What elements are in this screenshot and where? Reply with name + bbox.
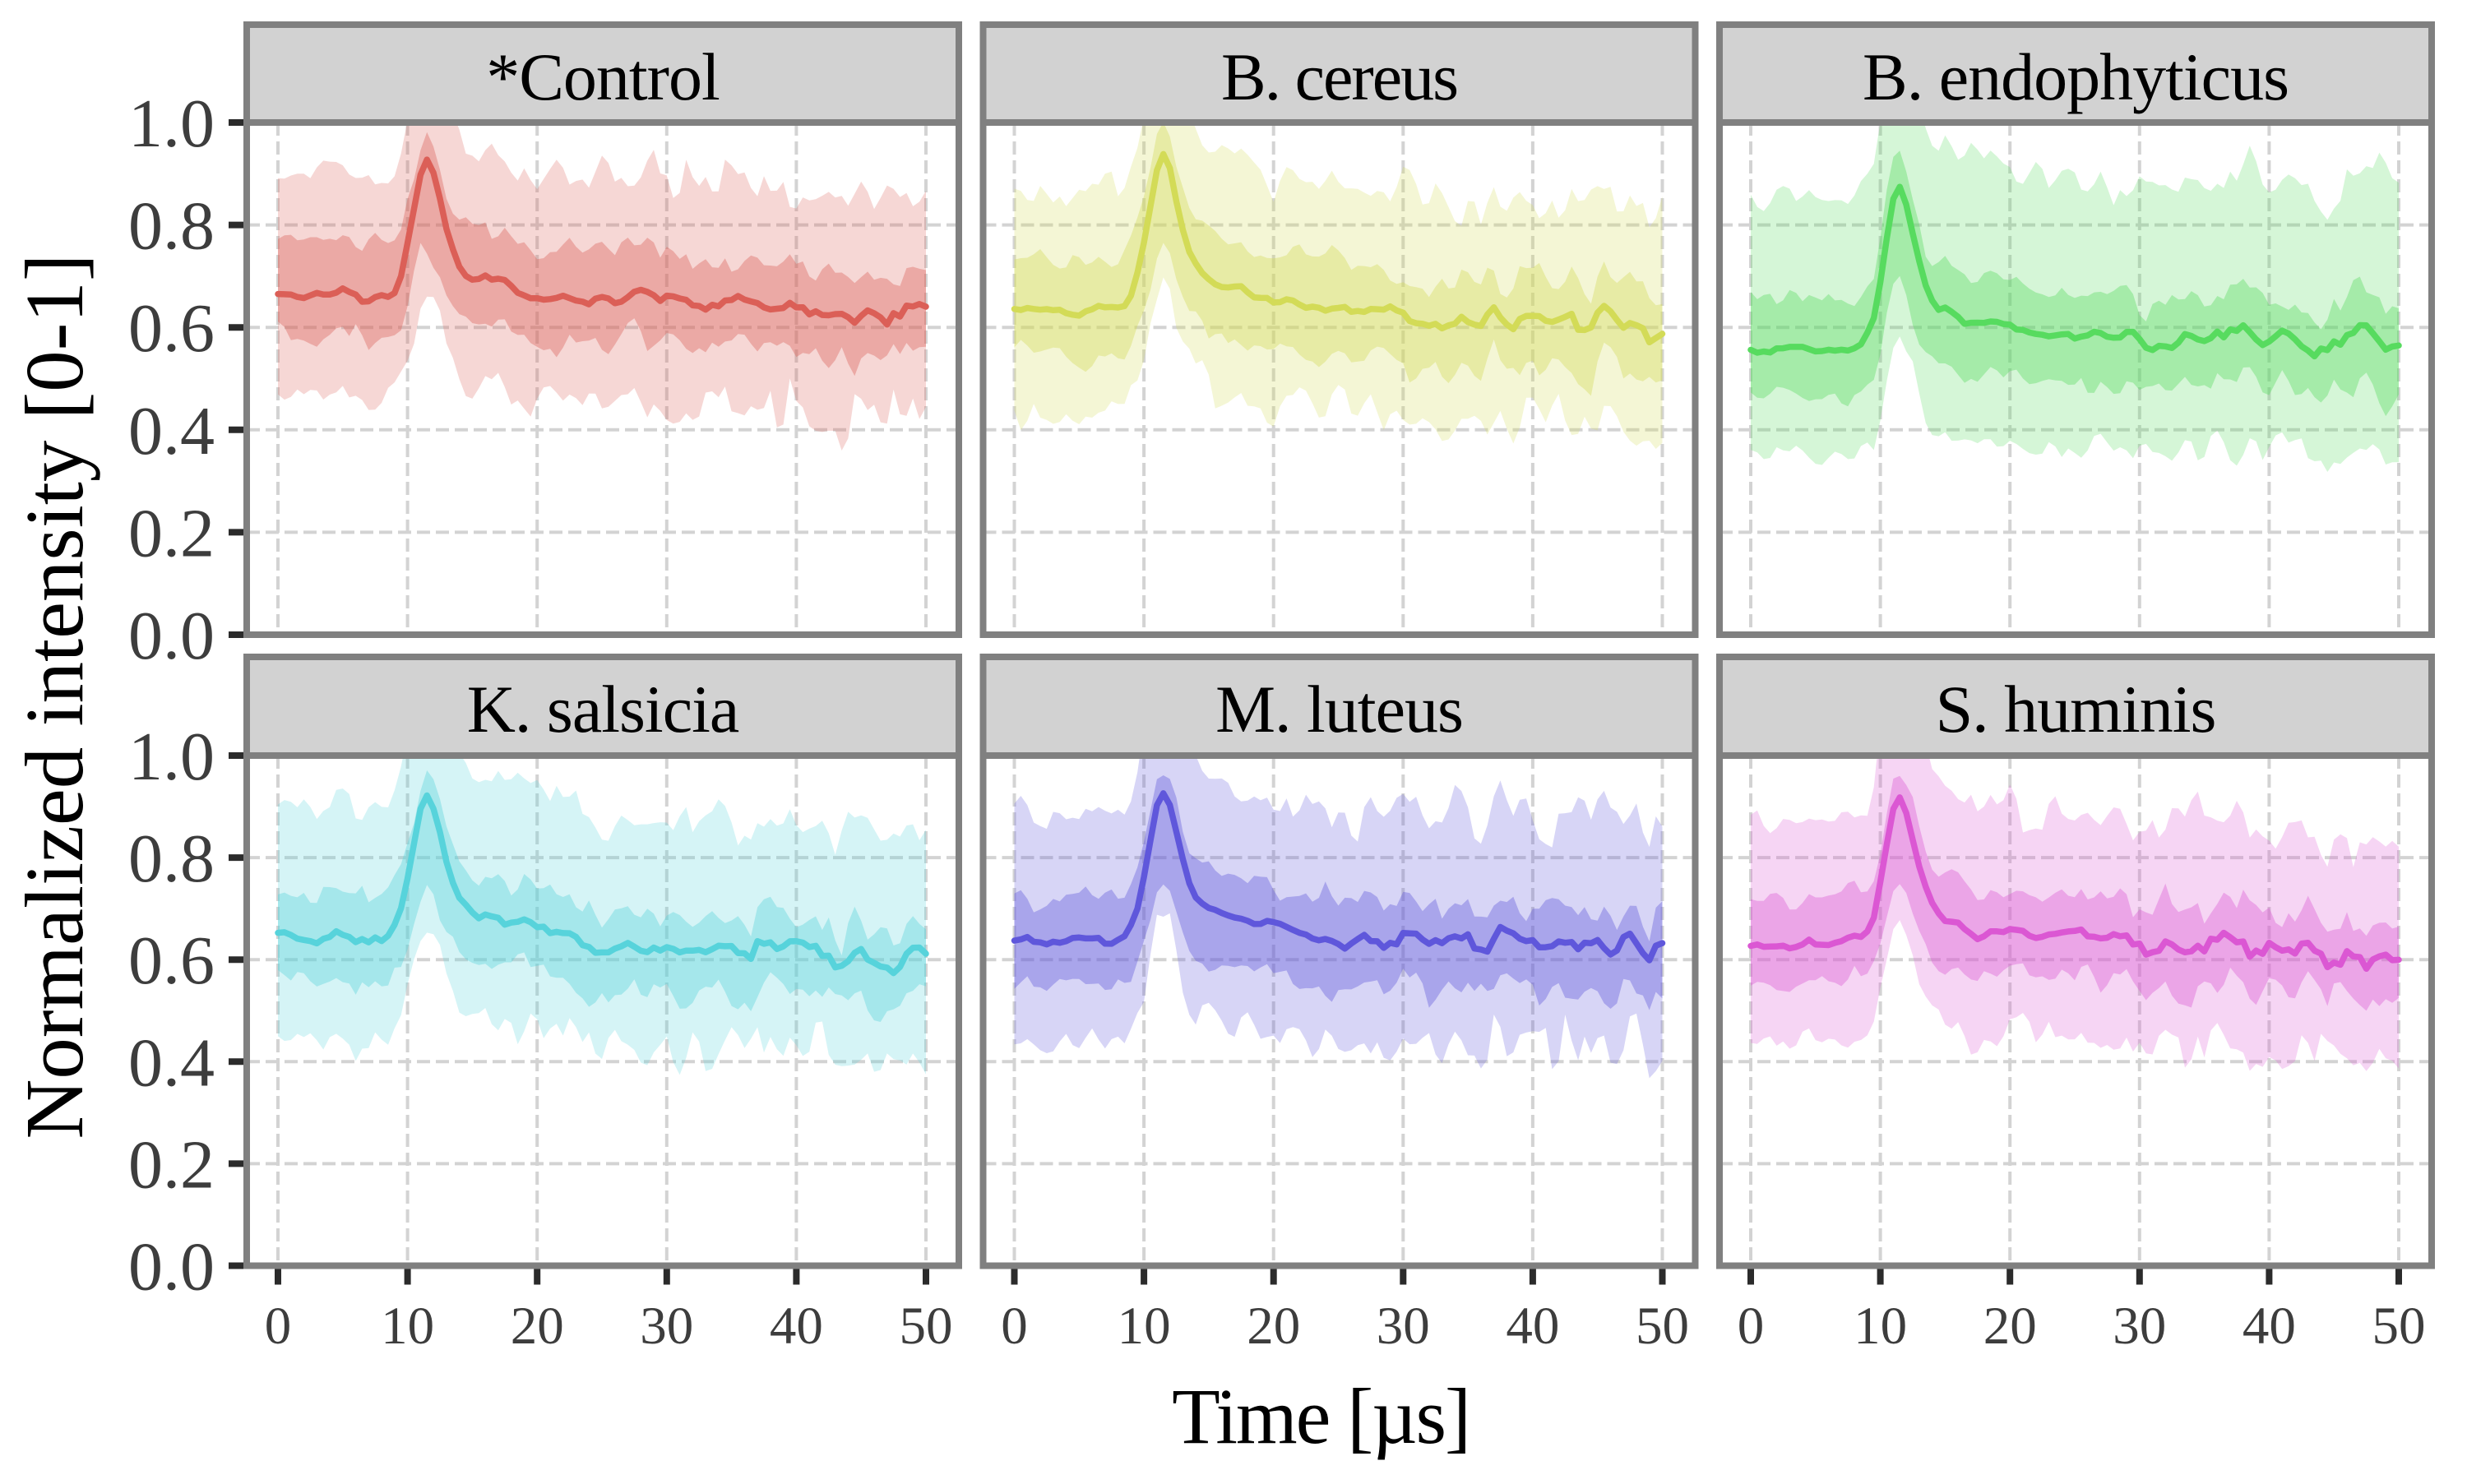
svg-text:50: 50 — [900, 1297, 953, 1356]
svg-text:B. cereus: B. cereus — [1221, 39, 1457, 114]
svg-text:50: 50 — [1636, 1297, 1689, 1356]
svg-text:0.6: 0.6 — [128, 922, 215, 999]
svg-text:S. huminis: S. huminis — [1936, 672, 2216, 747]
svg-text:1.0: 1.0 — [128, 719, 215, 795]
svg-text:0: 0 — [1001, 1297, 1028, 1356]
svg-text:B. endophyticus: B. endophyticus — [1863, 39, 2289, 114]
svg-text:Normalized intensity [0-1]: Normalized intensity [0-1] — [8, 253, 100, 1139]
svg-text:20: 20 — [511, 1297, 564, 1356]
svg-text:0: 0 — [265, 1297, 292, 1356]
svg-text:0.8: 0.8 — [128, 188, 215, 265]
svg-text:0.2: 0.2 — [128, 495, 215, 571]
svg-text:*Control: *Control — [486, 39, 720, 114]
svg-text:1.0: 1.0 — [128, 86, 215, 162]
svg-text:20: 20 — [1247, 1297, 1300, 1356]
svg-text:0.0: 0.0 — [128, 1229, 215, 1306]
svg-text:20: 20 — [1983, 1297, 2037, 1356]
svg-text:40: 40 — [2243, 1297, 2296, 1356]
svg-text:10: 10 — [381, 1297, 434, 1356]
svg-text:0.4: 0.4 — [128, 1024, 215, 1101]
svg-text:0.0: 0.0 — [128, 598, 215, 674]
svg-text:30: 30 — [640, 1297, 693, 1356]
svg-text:0.6: 0.6 — [128, 290, 215, 367]
svg-text:0.8: 0.8 — [128, 821, 215, 897]
svg-text:0.4: 0.4 — [128, 393, 215, 469]
svg-text:K. salsicia: K. salsicia — [467, 672, 739, 747]
svg-text:0: 0 — [1738, 1297, 1765, 1356]
svg-text:40: 40 — [770, 1297, 823, 1356]
svg-text:30: 30 — [1377, 1297, 1430, 1356]
svg-text:40: 40 — [1506, 1297, 1559, 1356]
svg-text:10: 10 — [1118, 1297, 1171, 1356]
svg-text:0.2: 0.2 — [128, 1126, 215, 1203]
svg-text:50: 50 — [2372, 1297, 2426, 1356]
svg-text:30: 30 — [2113, 1297, 2166, 1356]
svg-text:M. luteus: M. luteus — [1215, 672, 1463, 747]
svg-text:Time [µs]: Time [µs] — [1172, 1372, 1470, 1460]
svg-text:10: 10 — [1854, 1297, 1907, 1356]
